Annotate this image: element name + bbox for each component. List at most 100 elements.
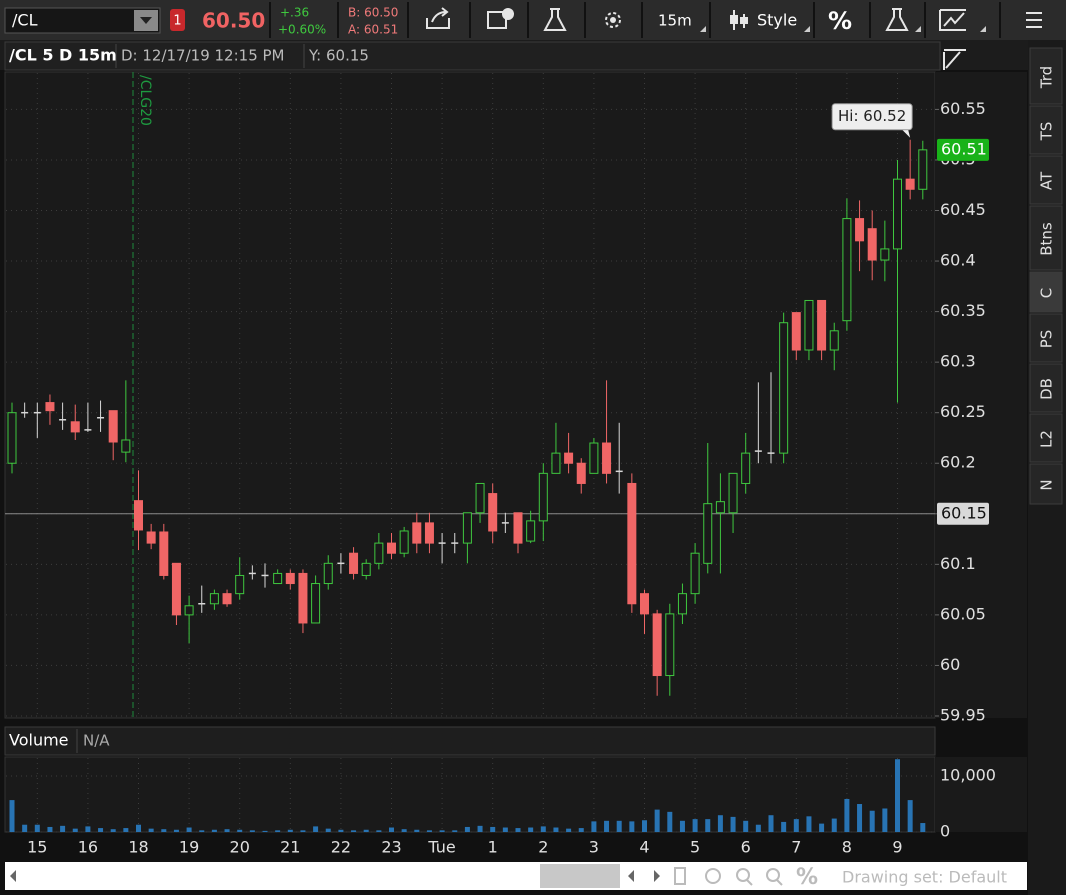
studies-icon[interactable] xyxy=(543,8,567,31)
x-tick-label: 1 xyxy=(488,838,498,857)
candle-body xyxy=(298,572,308,624)
cursor-price-box xyxy=(937,502,989,525)
side-tab-label: TS xyxy=(1038,122,1056,142)
volume-bar xyxy=(338,829,344,832)
corner-arrow xyxy=(980,26,986,32)
side-tab[interactable] xyxy=(1029,47,1063,105)
volume-bar xyxy=(819,823,825,832)
candle-body xyxy=(121,439,131,453)
x-tick-label: 3 xyxy=(589,838,599,857)
price-axis xyxy=(935,72,1027,718)
volume-bar xyxy=(439,830,445,832)
volume-bar xyxy=(730,816,736,832)
expand-icon[interactable] xyxy=(943,49,966,70)
candle-body xyxy=(880,248,890,261)
candle-body xyxy=(564,452,574,464)
net-change: +.36 xyxy=(280,6,309,20)
volume-bar xyxy=(85,826,91,832)
last-price-label: 60.51 xyxy=(941,139,987,158)
y-tick-label: 60.4 xyxy=(940,251,976,270)
candle-body xyxy=(134,500,143,531)
candle-body xyxy=(652,613,662,677)
footer-percent[interactable]: % xyxy=(796,865,818,890)
header-box xyxy=(4,41,941,71)
volume-bar xyxy=(616,820,622,832)
volume-bar xyxy=(47,826,53,832)
volume-bar xyxy=(249,830,255,832)
side-tab-label: PS xyxy=(1038,330,1056,349)
x-tick-label: 2 xyxy=(538,838,548,857)
x-tick-label: 15 xyxy=(27,838,47,857)
volume-bar xyxy=(173,829,179,832)
settings-icon[interactable] xyxy=(605,12,621,28)
volume-bar xyxy=(907,800,913,832)
volume-bar xyxy=(262,830,268,832)
volume-bar xyxy=(793,819,799,832)
interval[interactable]: 15m xyxy=(658,12,692,30)
side-tab[interactable] xyxy=(1029,205,1063,271)
side-tab[interactable] xyxy=(1029,155,1063,205)
side-tab[interactable] xyxy=(1029,271,1063,313)
candle-body xyxy=(690,552,700,595)
x-tick-label: 5 xyxy=(690,838,700,857)
expiration-label: /CLG20 xyxy=(137,75,153,126)
volume-bar xyxy=(98,828,104,832)
candle-body xyxy=(108,410,118,443)
volume-bar xyxy=(654,809,660,832)
volume-bar xyxy=(211,829,217,832)
style-icon xyxy=(730,10,748,30)
flask-icon[interactable] xyxy=(885,8,909,31)
y-tick-label: 60.3 xyxy=(940,352,976,371)
volume-bar xyxy=(831,818,837,832)
y-tick-label: 60.35 xyxy=(940,301,986,320)
side-tab[interactable] xyxy=(1029,413,1063,463)
x-tick-label: 23 xyxy=(381,838,401,857)
candle-body xyxy=(311,583,321,624)
volume-bar xyxy=(502,827,508,832)
candle-body xyxy=(45,402,55,412)
cursor-date: D: 12/17/19 12:15 PM xyxy=(121,47,285,65)
x-tick-label: 22 xyxy=(331,838,351,857)
x-tick-label: 18 xyxy=(128,838,148,857)
volume-bar xyxy=(199,830,205,832)
x-tick-label: 7 xyxy=(791,838,801,857)
menu-icon[interactable] xyxy=(1026,12,1042,28)
side-tab[interactable] xyxy=(1029,463,1063,505)
candle-body xyxy=(551,452,561,474)
volume-bar xyxy=(755,824,761,832)
volume-bar xyxy=(477,825,483,832)
candle-body xyxy=(779,322,789,454)
drawing-set[interactable]: Drawing set: Default xyxy=(842,868,1007,887)
ask: A: 60.51 xyxy=(348,23,398,37)
volume-bar xyxy=(148,828,154,832)
info-icon[interactable] xyxy=(487,8,514,29)
side-tab[interactable] xyxy=(1029,105,1063,155)
volume-bar xyxy=(136,824,141,832)
zoom-icons[interactable] xyxy=(674,867,783,886)
scroll-thumb[interactable] xyxy=(540,864,620,888)
alert-badge[interactable] xyxy=(170,9,185,31)
side-tab-label: Btns xyxy=(1038,222,1056,256)
candle-body xyxy=(538,472,548,522)
y-tick-label: 60.55 xyxy=(940,99,986,118)
volume-pane xyxy=(4,756,936,833)
percent-toggle[interactable]: % xyxy=(828,7,852,35)
candle-body xyxy=(159,531,169,576)
candle-body xyxy=(235,574,245,595)
candle-body xyxy=(677,593,687,615)
candle-body xyxy=(488,493,498,532)
style-menu[interactable]: Style xyxy=(757,11,797,30)
share-icon[interactable] xyxy=(426,7,450,29)
side-tab[interactable] xyxy=(1029,313,1063,363)
volume-bar xyxy=(300,830,306,832)
high-pointer xyxy=(902,129,911,138)
volume-bar xyxy=(566,828,572,832)
drawing-icon[interactable] xyxy=(939,9,966,31)
x-tick-label: 21 xyxy=(280,838,300,857)
cursor-y: Y: 60.15 xyxy=(308,47,369,65)
volume-bar xyxy=(882,808,888,832)
side-tab[interactable] xyxy=(1029,363,1063,413)
candle-body xyxy=(640,593,649,615)
